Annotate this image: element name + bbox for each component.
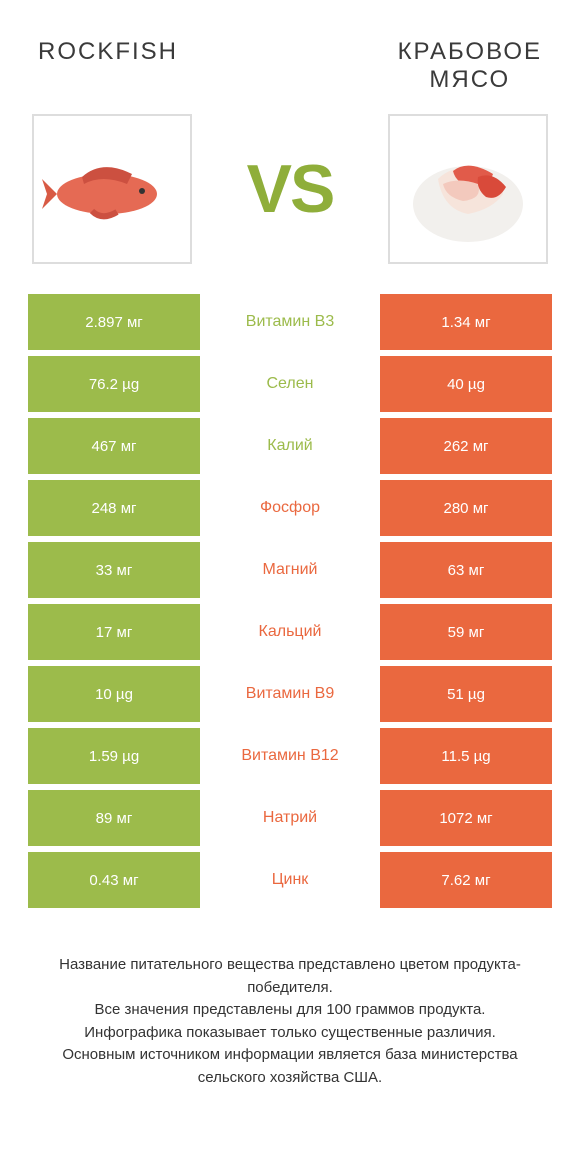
nutrient-name-cell: Витамин B3 (200, 294, 380, 350)
nutrient-table: 2.897 мгВитамин B31.34 мг 76.2 µgСелен40 … (0, 294, 580, 908)
crab-meat-icon (398, 129, 538, 249)
table-row: 248 мгФосфор280 мг (28, 480, 552, 536)
footer-line4: Основным источником информации является … (30, 1044, 550, 1089)
table-row: 467 мгКалий262 мг (28, 418, 552, 474)
nutrient-name-cell: Витамин B12 (200, 728, 380, 784)
left-product-title: ROCKFISH (38, 38, 178, 66)
right-value-cell: 280 мг (380, 480, 552, 536)
left-value-cell: 0.43 мг (28, 852, 200, 908)
vs-label: VS (247, 150, 334, 228)
left-product-image (32, 114, 192, 264)
nutrient-name-cell: Селен (200, 356, 380, 412)
footer-line3: Инфографика показывает только существенн… (30, 1022, 550, 1045)
right-title-line1: КРАБОВОЕ (398, 38, 542, 66)
nutrient-name-cell: Калий (200, 418, 380, 474)
header: ROCKFISH КРАБОВОЕ МЯСО (0, 0, 580, 104)
right-value-cell: 1.34 мг (380, 294, 552, 350)
table-row: 76.2 µgСелен40 µg (28, 356, 552, 412)
right-value-cell: 59 мг (380, 604, 552, 660)
right-value-cell: 40 µg (380, 356, 552, 412)
left-value-cell: 467 мг (28, 418, 200, 474)
nutrient-name-cell: Кальций (200, 604, 380, 660)
left-value-cell: 248 мг (28, 480, 200, 536)
right-value-cell: 63 мг (380, 542, 552, 598)
table-row: 17 мгКальций59 мг (28, 604, 552, 660)
right-value-cell: 11.5 µg (380, 728, 552, 784)
table-row: 1.59 µgВитамин B1211.5 µg (28, 728, 552, 784)
nutrient-name-cell: Магний (200, 542, 380, 598)
footer-line2: Все значения представлены для 100 граммо… (30, 999, 550, 1022)
right-value-cell: 7.62 мг (380, 852, 552, 908)
right-value-cell: 262 мг (380, 418, 552, 474)
left-value-cell: 1.59 µg (28, 728, 200, 784)
footer-line1: Название питательного вещества представл… (30, 954, 550, 999)
left-value-cell: 17 мг (28, 604, 200, 660)
left-value-cell: 89 мг (28, 790, 200, 846)
nutrient-name-cell: Фосфор (200, 480, 380, 536)
rockfish-icon (42, 149, 182, 229)
left-value-cell: 2.897 мг (28, 294, 200, 350)
nutrient-name-cell: Витамин B9 (200, 666, 380, 722)
nutrient-name-cell: Цинк (200, 852, 380, 908)
right-value-cell: 51 µg (380, 666, 552, 722)
table-row: 10 µgВитамин B951 µg (28, 666, 552, 722)
right-product-title: КРАБОВОЕ МЯСО (398, 38, 542, 94)
left-value-cell: 76.2 µg (28, 356, 200, 412)
right-value-cell: 1072 мг (380, 790, 552, 846)
left-value-cell: 33 мг (28, 542, 200, 598)
table-row: 33 мгМагний63 мг (28, 542, 552, 598)
right-title-line2: МЯСО (398, 66, 542, 94)
table-row: 89 мгНатрий1072 мг (28, 790, 552, 846)
table-row: 2.897 мгВитамин B31.34 мг (28, 294, 552, 350)
table-row: 0.43 мгЦинк7.62 мг (28, 852, 552, 908)
vs-row: VS (0, 104, 580, 294)
nutrient-name-cell: Натрий (200, 790, 380, 846)
footer-notes: Название питательного вещества представл… (0, 914, 580, 1089)
left-value-cell: 10 µg (28, 666, 200, 722)
comparison-infographic: ROCKFISH КРАБОВОЕ МЯСО VS (0, 0, 580, 1129)
right-product-image (388, 114, 548, 264)
